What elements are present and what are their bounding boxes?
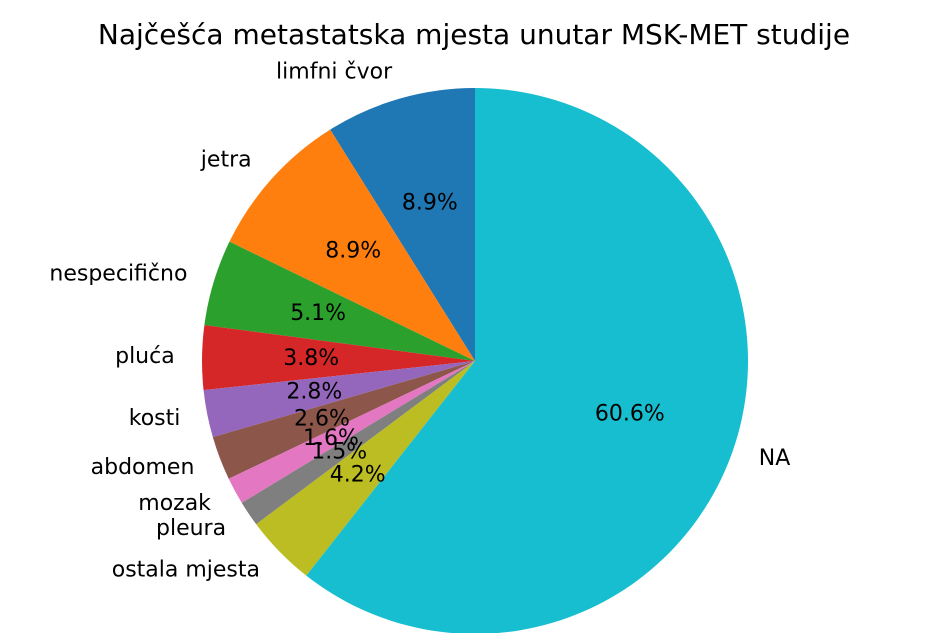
pie-slice <box>330 88 475 361</box>
pie-slice <box>241 361 475 525</box>
percent-label: 1.6% <box>303 426 359 451</box>
slice-label: jetra <box>200 147 252 172</box>
percent-label: 2.8% <box>286 380 342 405</box>
pie-slice <box>202 325 476 391</box>
pie-slice <box>229 129 475 361</box>
pie-slice <box>204 241 475 361</box>
slice-label: nespecifično <box>49 262 187 287</box>
percent-label: 8.9% <box>325 239 381 264</box>
percent-label: 4.2% <box>330 462 386 487</box>
pie-slice <box>203 361 475 438</box>
slice-label: pluća <box>115 344 175 369</box>
percent-label: 8.9% <box>402 191 458 216</box>
pie-slice <box>306 88 748 633</box>
slice-label: NA <box>759 446 791 471</box>
slice-label: abdomen <box>91 455 195 480</box>
percent-label: 2.6% <box>294 406 350 431</box>
percent-label: 60.6% <box>595 402 665 427</box>
slice-label: pleura <box>156 516 226 541</box>
chart-title: Najčešća metastatska mjesta unutar MSK-M… <box>98 18 850 51</box>
pie-slice <box>256 361 475 576</box>
slice-label: kosti <box>129 406 181 431</box>
slice-label: mozak <box>138 491 211 516</box>
percent-label: 1.5% <box>311 440 367 465</box>
percent-label: 5.1% <box>290 301 346 326</box>
slice-label: ostala mjesta <box>112 558 260 583</box>
percent-label: 3.8% <box>283 346 339 371</box>
pie-slice <box>212 361 475 479</box>
slice-label: limfni čvor <box>276 59 393 84</box>
pie-slice <box>228 361 475 503</box>
